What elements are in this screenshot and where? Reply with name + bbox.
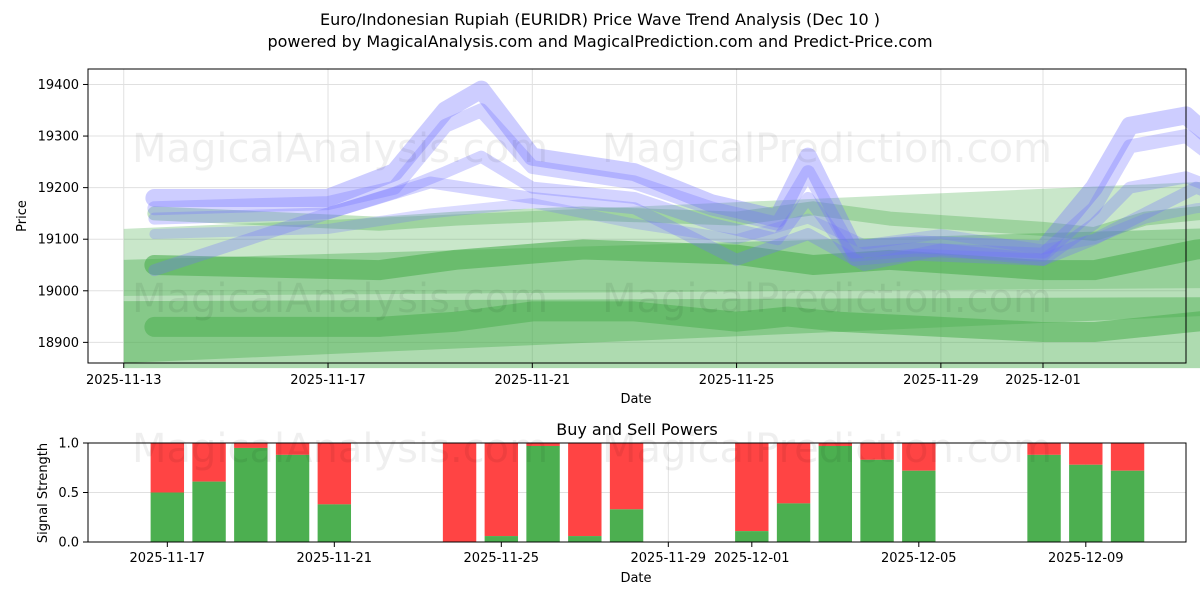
powers-x-tick-label: 2025-12-05 xyxy=(881,551,957,566)
sell-power-bar xyxy=(860,443,894,460)
sell-power-bar xyxy=(818,443,853,446)
sell-power-bar xyxy=(484,443,519,537)
price-x-ticks: 2025-11-13 2025-11-17 2025-11-21 2025-11-25… xyxy=(86,363,1081,388)
buy-power-bar xyxy=(609,509,644,542)
sell-power-bar xyxy=(609,443,644,510)
price-x-label: Date xyxy=(620,392,651,407)
sell-power-bar xyxy=(275,443,310,455)
buy-power-bar xyxy=(902,470,936,542)
price-y-tick-label: 19100 xyxy=(38,233,79,248)
price-x-tick-label: 2025-11-17 xyxy=(290,373,366,388)
powers-title: Buy and Sell Powers xyxy=(556,420,718,439)
price-y-label: Price xyxy=(15,200,30,232)
price-waves xyxy=(144,80,1200,343)
price-y-tick-label: 18900 xyxy=(38,336,79,351)
powers-x-ticks: 2025-11-17 2025-11-21 2025-11-25 2025-11-29… xyxy=(130,542,1124,566)
sell-power-bar xyxy=(150,443,185,493)
price-plot-frame xyxy=(87,68,1187,364)
price-y-ticks: 18900 19000 19100 19200 19300 19400 xyxy=(38,78,88,351)
powers-y-label: Signal Strength xyxy=(36,443,51,543)
blue-wave-line xyxy=(149,198,1200,255)
sell-power-bar xyxy=(735,443,769,532)
green-forecast-band xyxy=(123,297,1200,369)
price-grid xyxy=(88,69,1186,363)
price-x-tick-label: 2025-11-29 xyxy=(903,373,979,388)
buy-power-bar xyxy=(484,536,519,542)
powers-x-tick-label: 2025-11-21 xyxy=(297,551,373,566)
powers-bars xyxy=(150,443,1145,542)
buy-power-bar xyxy=(317,504,352,542)
buy-power-bar xyxy=(735,531,769,542)
powers-y-ticks: 0.0 0.5 1.0 xyxy=(58,437,88,551)
watermark-prediction-mid: MagicalPrediction.com xyxy=(602,276,1052,322)
green-wave-line xyxy=(144,239,1200,281)
sell-power-bar xyxy=(234,443,268,448)
buy-power-bar xyxy=(150,492,185,542)
sell-power-bar xyxy=(192,443,226,482)
sell-power-bar xyxy=(526,443,560,446)
buy-power-bar xyxy=(568,536,602,542)
watermark-analysis-mid: MagicalAnalysis.com xyxy=(132,276,548,322)
price-y-tick-label: 19300 xyxy=(38,130,79,145)
buy-power-bar xyxy=(1069,464,1103,542)
buy-power-bar xyxy=(234,447,268,542)
watermark-prediction-bottom: MagicalPrediction.com xyxy=(602,426,1052,472)
watermark-prediction-top: MagicalPrediction.com xyxy=(602,126,1052,172)
sell-power-bar xyxy=(442,443,477,542)
sell-power-bar xyxy=(568,443,602,537)
buy-power-bar xyxy=(818,445,853,542)
blue-wave-line xyxy=(145,80,1200,259)
price-x-tick-label: 2025-11-13 xyxy=(86,373,162,388)
blue-wave-line xyxy=(148,176,1200,277)
price-watermarks: MagicalAnalysis.com MagicalPrediction.co… xyxy=(132,126,1052,322)
price-x-tick-label: 2025-11-25 xyxy=(699,373,775,388)
powers-x-tick-label: 2025-12-09 xyxy=(1048,551,1124,566)
buy-power-bar xyxy=(1027,454,1061,542)
watermark-analysis-bottom: MagicalAnalysis.com xyxy=(132,426,548,472)
green-wave-line xyxy=(144,301,1200,343)
price-x-tick-label: 2025-11-21 xyxy=(495,373,571,388)
sell-power-bar xyxy=(317,443,352,505)
powers-x-tick-label: 2025-11-29 xyxy=(631,551,707,566)
powers-x-tick-label: 2025-11-17 xyxy=(130,551,206,566)
buy-power-bar xyxy=(275,454,310,542)
powers-y-tick-label: 1.0 xyxy=(58,437,79,452)
price-y-tick-label: 19200 xyxy=(38,181,79,196)
buy-power-bar xyxy=(192,481,226,542)
powers-watermarks: MagicalAnalysis.com MagicalPrediction.co… xyxy=(132,426,1052,472)
buy-power-bar xyxy=(526,445,560,542)
buy-power-bar xyxy=(860,459,894,542)
buy-power-bar xyxy=(1110,470,1145,542)
sell-power-bar xyxy=(902,443,936,471)
sell-power-bar xyxy=(1110,443,1145,471)
sell-power-bar xyxy=(1069,443,1103,465)
blue-wave-line xyxy=(147,103,1200,262)
buy-power-bar xyxy=(776,503,811,542)
chart-subtitle: powered by MagicalAnalysis.com and Magic… xyxy=(267,32,933,51)
powers-y-tick-label: 0.0 xyxy=(58,536,79,551)
powers-y-tick-label: 0.5 xyxy=(58,486,79,501)
price-x-tick-label: 2025-12-01 xyxy=(1005,373,1081,388)
powers-x-tick-label: 2025-12-01 xyxy=(714,551,790,566)
powers-x-label: Date xyxy=(620,571,651,586)
sell-power-bar xyxy=(1027,443,1061,455)
green-wave-line xyxy=(147,201,1200,242)
watermark-analysis-top: MagicalAnalysis.com xyxy=(132,126,548,172)
chart-title: Euro/Indonesian Rupiah (EURIDR) Price Wa… xyxy=(319,10,881,29)
price-y-tick-label: 19400 xyxy=(38,78,79,93)
powers-x-tick-label: 2025-11-25 xyxy=(464,551,540,566)
sell-power-bar xyxy=(776,443,811,504)
price-y-tick-label: 19000 xyxy=(38,284,79,299)
blue-wave-line xyxy=(148,150,1200,266)
